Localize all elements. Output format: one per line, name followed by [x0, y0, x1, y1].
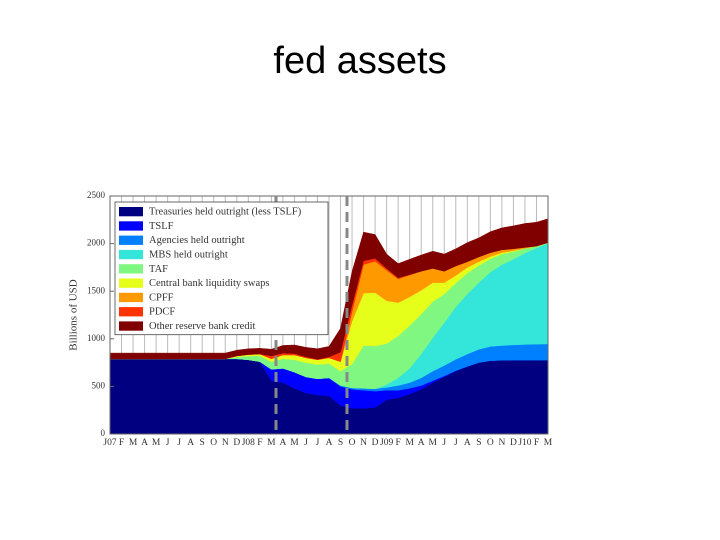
- x-tick-label: A: [187, 438, 194, 448]
- x-tick-label: J: [442, 438, 446, 448]
- legend-swatch: [119, 264, 143, 274]
- legend-box: [114, 201, 329, 336]
- y-axis-label: Billions of USD: [68, 279, 80, 351]
- x-tick-label: J: [454, 438, 458, 448]
- x-tick-label: M: [129, 438, 138, 448]
- x-tick-label: O: [210, 438, 217, 448]
- x-tick-label: N: [222, 438, 229, 448]
- x-tick-label: J: [166, 438, 170, 448]
- x-tick-label: O: [487, 438, 494, 448]
- x-tick-label: M: [429, 438, 438, 448]
- x-tick-label: J: [177, 438, 181, 448]
- y-tick-label: 500: [92, 380, 106, 390]
- x-tick-label: S: [338, 438, 343, 448]
- x-tick-label: A: [464, 438, 471, 448]
- legend: Treasuries held outright (less TSLF) TSLF…: [114, 201, 329, 336]
- legend-swatch: [119, 249, 143, 260]
- x-tick-label: J10: [518, 438, 531, 448]
- x-tick-label: N: [498, 438, 505, 448]
- legend-label: Agencies held outright: [149, 235, 245, 246]
- x-tick-label: F: [396, 438, 401, 448]
- x-tick-label: J: [316, 438, 320, 448]
- legend-label: Central bank liquidity swaps: [149, 278, 269, 289]
- x-tick-label: S: [200, 438, 205, 448]
- y-tick-label: 1000: [87, 333, 106, 343]
- legend-swatch: [119, 321, 143, 331]
- x-tick-label: S: [476, 438, 481, 448]
- areas-layer: [109, 218, 549, 435]
- y-tick-label: 2500: [87, 190, 106, 200]
- legend-swatch: [119, 207, 143, 217]
- x-tick-label: A: [326, 438, 333, 448]
- legend-label: TSLF: [149, 221, 174, 232]
- x-tick-label: N: [360, 438, 367, 448]
- legend-label: TAF: [149, 264, 168, 275]
- x-tick-label: M: [405, 438, 414, 448]
- x-tick-label: M: [152, 438, 161, 448]
- y-tick-label: 2000: [87, 238, 106, 248]
- legend-label: PDCF: [149, 307, 175, 318]
- x-tick-label: O: [349, 438, 356, 448]
- x-tick-label: A: [418, 438, 425, 448]
- x-tick-label: D: [372, 438, 379, 448]
- x-tick-label: D: [233, 438, 240, 448]
- x-tick-label: A: [141, 438, 148, 448]
- x-tick-label: M: [267, 438, 276, 448]
- legend-swatch: [119, 307, 143, 317]
- slide-title: fed assets: [273, 40, 447, 82]
- legend-label: Treasuries held outright (less TSLF): [149, 207, 302, 218]
- legend-swatch: [119, 292, 143, 303]
- legend-label: MBS held outright: [149, 249, 228, 260]
- x-tick-label: J09: [380, 438, 393, 448]
- x-tick-label: F: [119, 438, 124, 448]
- y-tick-label: 0: [101, 428, 106, 438]
- x-tick-label: J: [304, 438, 308, 448]
- x-tick-label: F: [257, 438, 262, 448]
- legend-swatch: [119, 221, 143, 231]
- legend-label: CPFF: [149, 292, 174, 303]
- y-tick-label: 1500: [87, 285, 106, 295]
- plot-frame: [109, 195, 549, 435]
- x-tick-label: M: [290, 438, 299, 448]
- x-tick-label: F: [534, 438, 539, 448]
- legend-swatch: [119, 278, 143, 288]
- legend-swatch: [119, 235, 143, 245]
- x-tick-label: J07: [103, 438, 116, 448]
- x-tick-label: M: [544, 438, 553, 448]
- x-tick-label: A: [279, 438, 286, 448]
- x-tick-label: J08: [242, 438, 255, 448]
- x-tick-label: D: [510, 438, 517, 448]
- legend-label: Other reserve bank credit: [149, 321, 255, 332]
